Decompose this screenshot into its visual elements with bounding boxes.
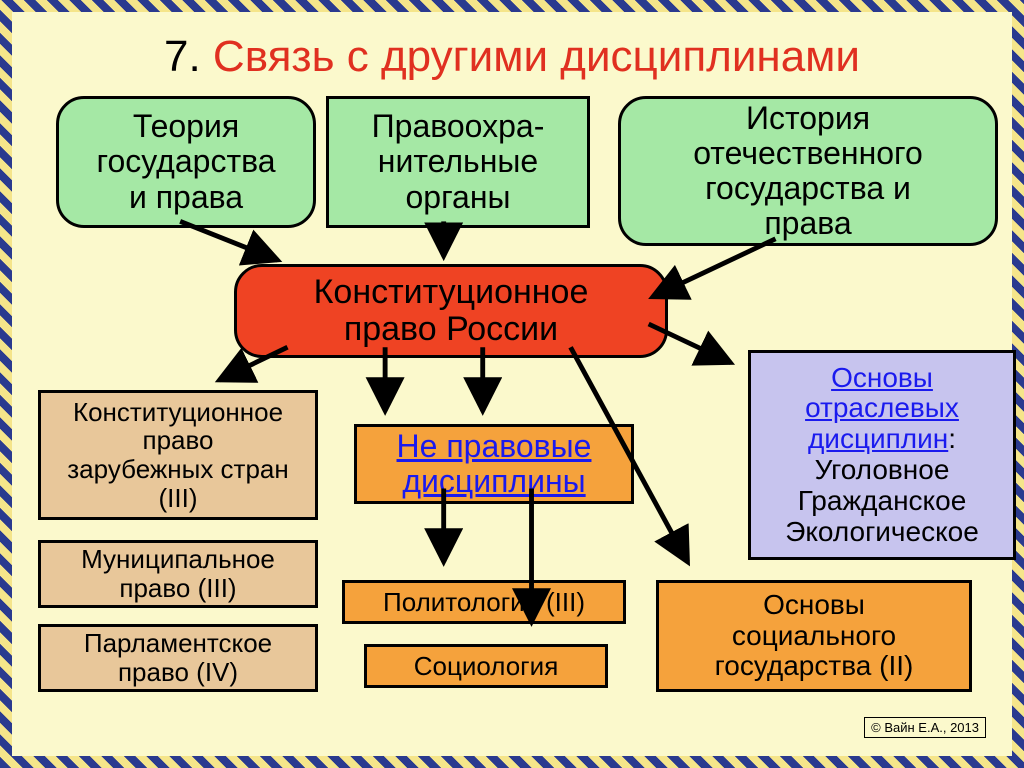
title-number: 7. <box>164 32 201 81</box>
title-text: Связь с другими дисциплинами <box>213 32 860 81</box>
box-sociology: Социология <box>364 644 608 688</box>
branch-title: Основы отраслевых дисциплин: Уголовное Г… <box>759 363 1005 548</box>
branch-link: Основы отраслевых дисциплин <box>805 362 959 455</box>
label: Политология (III) <box>383 588 585 617</box>
box-law-enforcement: Правоохра- нительные органы <box>326 96 590 228</box>
label: Правоохра- нительные органы <box>372 109 545 215</box>
slide-frame: 7. Связь с другими дисциплинами Теория г… <box>0 0 1024 768</box>
label: Муниципальное право (III) <box>81 545 275 602</box>
label: История отечественного государства и пра… <box>693 101 923 242</box>
slide-canvas: 7. Связь с другими дисциплинами Теория г… <box>24 24 1000 744</box>
label: Социология <box>414 652 559 681</box>
label: Конституционное право России <box>314 274 589 349</box>
label: Теория государства и права <box>96 109 275 215</box>
box-municipal-law: Муниципальное право (III) <box>38 540 318 608</box>
box-history-state-law: История отечественного государства и пра… <box>618 96 998 246</box>
label: Основы социального государства (II) <box>715 590 914 682</box>
box-branch-disciplines: Основы отраслевых дисциплин: Уголовное Г… <box>748 350 1016 560</box>
label: Конституционное право зарубежных стран (… <box>67 398 288 512</box>
label: Парламентское право (IV) <box>84 629 272 686</box>
label: Не правовые дисциплины <box>365 429 623 499</box>
box-constitutional-law-russia: Конституционное право России <box>234 264 668 358</box>
copyright: © Вайн Е.А., 2013 <box>864 717 986 738</box>
box-non-legal-disciplines: Не правовые дисциплины <box>354 424 634 504</box>
box-political-science: Политология (III) <box>342 580 626 624</box>
box-parliamentary-law: Парламентское право (IV) <box>38 624 318 692</box>
box-social-state: Основы социального государства (II) <box>656 580 972 692</box>
box-theory-state-law: Теория государства и права <box>56 96 316 228</box>
slide-title: 7. Связь с другими дисциплинами <box>24 32 1000 82</box>
box-foreign-constitutional: Конституционное право зарубежных стран (… <box>38 390 318 520</box>
